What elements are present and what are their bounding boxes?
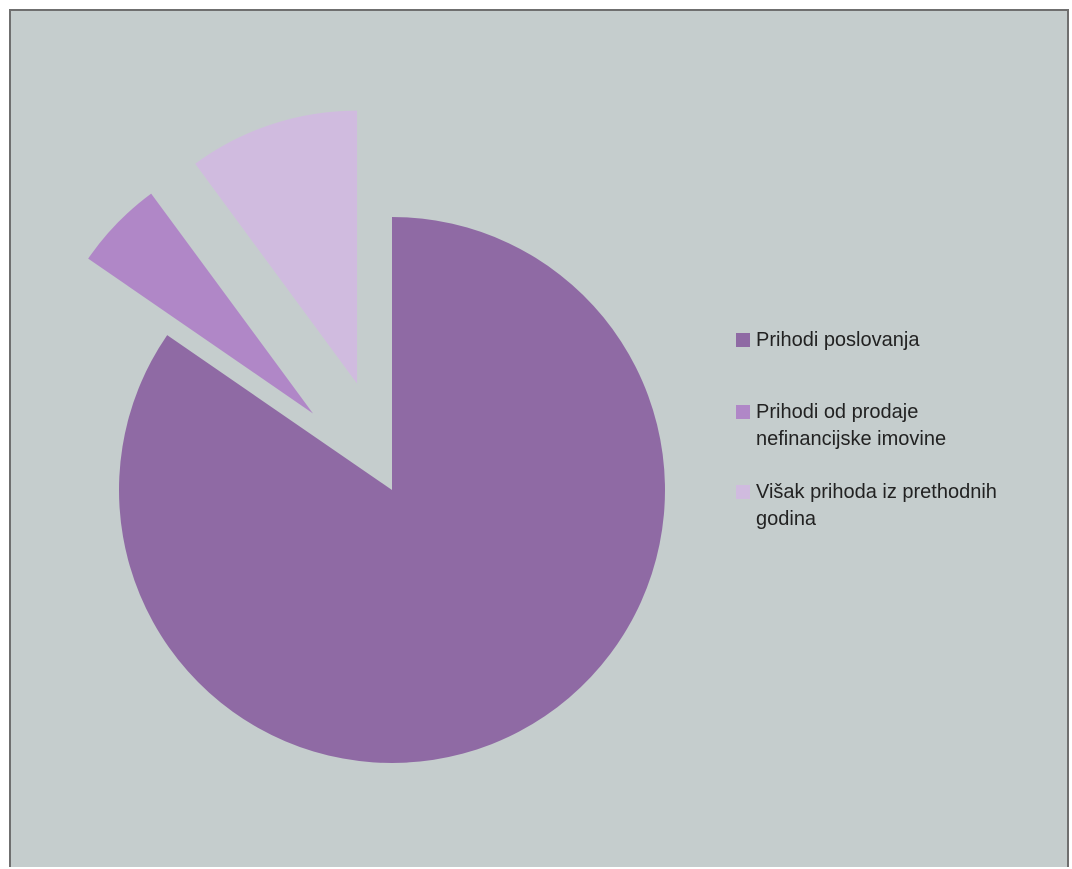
pie-slice-1 xyxy=(118,217,665,763)
legend-item: Prihodi od prodaje nefinancijske imovine xyxy=(736,401,946,450)
legend-item: Višak prihoda iz prethodnih godina xyxy=(736,481,997,530)
pie-slice-2 xyxy=(88,193,314,414)
legend-label: nefinancijske imovine xyxy=(756,428,946,450)
legend-swatch xyxy=(736,333,750,347)
legend-item: Prihodi poslovanja xyxy=(736,329,920,351)
legend-label: Prihodi poslovanja xyxy=(756,329,920,351)
legend-swatch xyxy=(736,485,750,499)
legend-label: Višak prihoda iz prethodnih xyxy=(756,481,997,503)
pie-slice-3 xyxy=(195,110,358,384)
legend-swatch xyxy=(736,405,750,419)
legend-label: godina xyxy=(756,508,817,530)
legend-label: Prihodi od prodaje xyxy=(756,401,918,423)
